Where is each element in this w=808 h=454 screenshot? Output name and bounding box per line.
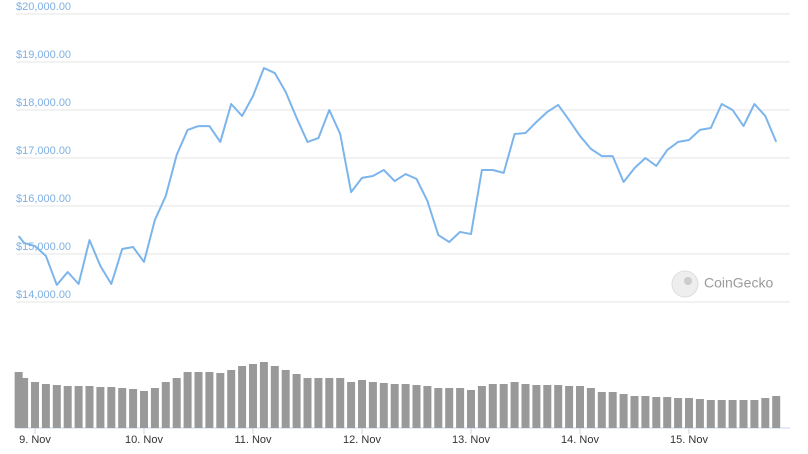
volume-bar — [248, 364, 258, 428]
volume-bar — [456, 388, 465, 428]
volume-bar — [401, 384, 410, 428]
x-tick-label: 15. Nov — [670, 434, 708, 446]
volume-bar — [259, 362, 268, 428]
volume-bar — [499, 384, 508, 428]
volume-bar — [357, 380, 367, 428]
volume-bar — [728, 400, 737, 428]
volume-bar — [63, 386, 72, 428]
volume-bar — [347, 382, 356, 428]
watermark: CoinGecko — [671, 270, 773, 298]
volume-bar — [325, 378, 334, 428]
volume-bar — [412, 385, 421, 428]
volume-bar — [303, 378, 312, 428]
volume-bar — [554, 385, 563, 428]
volume-bar — [717, 400, 726, 428]
volume-bar — [488, 384, 497, 428]
volume-bar — [434, 388, 443, 428]
grid: $14,000.00$15,000.00$16,000.00$17,000.00… — [16, 1, 790, 446]
volume-bar — [739, 400, 748, 428]
volume-bar — [477, 386, 486, 428]
volume-bar — [663, 397, 672, 428]
x-tick-label: 9. Nov — [19, 434, 51, 446]
volume-bar — [172, 378, 181, 428]
volume-bar — [150, 388, 159, 428]
x-tick-label: 10. Nov — [125, 434, 163, 446]
volume-bar — [652, 397, 661, 428]
volume-bar — [368, 382, 377, 428]
volume-bar — [30, 382, 40, 428]
volume-bar — [684, 398, 694, 428]
volume-bar — [216, 373, 225, 428]
volume-bar — [521, 384, 530, 428]
watermark-text: CoinGecko — [704, 275, 773, 291]
volume-bar — [466, 390, 476, 428]
volume-bar — [238, 366, 247, 428]
volume-bar — [510, 382, 519, 428]
volume-bar — [619, 394, 628, 428]
volume-bar — [270, 366, 279, 428]
x-tick-label: 14. Nov — [561, 434, 599, 446]
y-tick-label: $18,000.00 — [16, 97, 71, 109]
volume-bar — [565, 386, 574, 428]
volume-bar — [14, 372, 23, 428]
volume-bar — [575, 386, 585, 428]
volume-bar — [281, 370, 290, 428]
volume-bar — [129, 389, 138, 428]
x-tick-label: 11. Nov — [234, 434, 272, 446]
volume-bar — [641, 396, 650, 428]
plot — [17, 67, 778, 286]
volume-bar — [750, 400, 759, 428]
volume-bar — [118, 388, 127, 428]
volume-bar — [532, 385, 541, 428]
volume-bars — [14, 362, 781, 428]
volume-bar — [630, 396, 639, 428]
volume-bar — [379, 383, 388, 428]
volume-bar — [586, 388, 595, 428]
x-tick-label: 13. Nov — [452, 434, 490, 446]
volume-bar — [314, 378, 323, 428]
volume-bar — [706, 400, 715, 428]
volume-bar — [74, 386, 83, 428]
volume-bar — [139, 391, 149, 428]
y-tick-label: $20,000.00 — [16, 1, 71, 13]
volume-bar — [20, 378, 29, 428]
volume-bar — [183, 372, 192, 428]
volume-bar — [695, 399, 704, 428]
volume-bar — [292, 374, 301, 428]
x-tick-label: 12. Nov — [343, 434, 381, 446]
y-tick-label: $17,000.00 — [16, 145, 71, 157]
watermark-logo — [671, 270, 699, 298]
volume-bar — [96, 387, 105, 428]
volume-bar — [205, 372, 214, 428]
volume-bar — [423, 386, 432, 428]
volume-bar — [445, 388, 454, 428]
volume-bar — [107, 387, 116, 428]
volume-bar — [597, 392, 606, 428]
volume-bar — [674, 398, 683, 428]
volume-bar — [85, 386, 94, 428]
volume-bar — [543, 385, 552, 428]
volume-bar — [161, 382, 170, 428]
volume-bar — [227, 370, 236, 428]
y-tick-label: $19,000.00 — [16, 49, 71, 61]
y-tick-label: $16,000.00 — [16, 193, 71, 205]
volume-bar — [772, 396, 781, 428]
price-line — [17, 67, 778, 286]
volume-bar — [194, 372, 203, 428]
volume-bar — [761, 398, 770, 428]
volume-bar — [41, 384, 50, 428]
volume-bar — [608, 392, 617, 428]
y-tick-label: $14,000.00 — [16, 289, 71, 301]
watermark-logo-eye — [684, 277, 692, 285]
volume-bar — [390, 384, 399, 428]
volume-bar — [336, 378, 345, 428]
volume-bar — [52, 385, 61, 428]
